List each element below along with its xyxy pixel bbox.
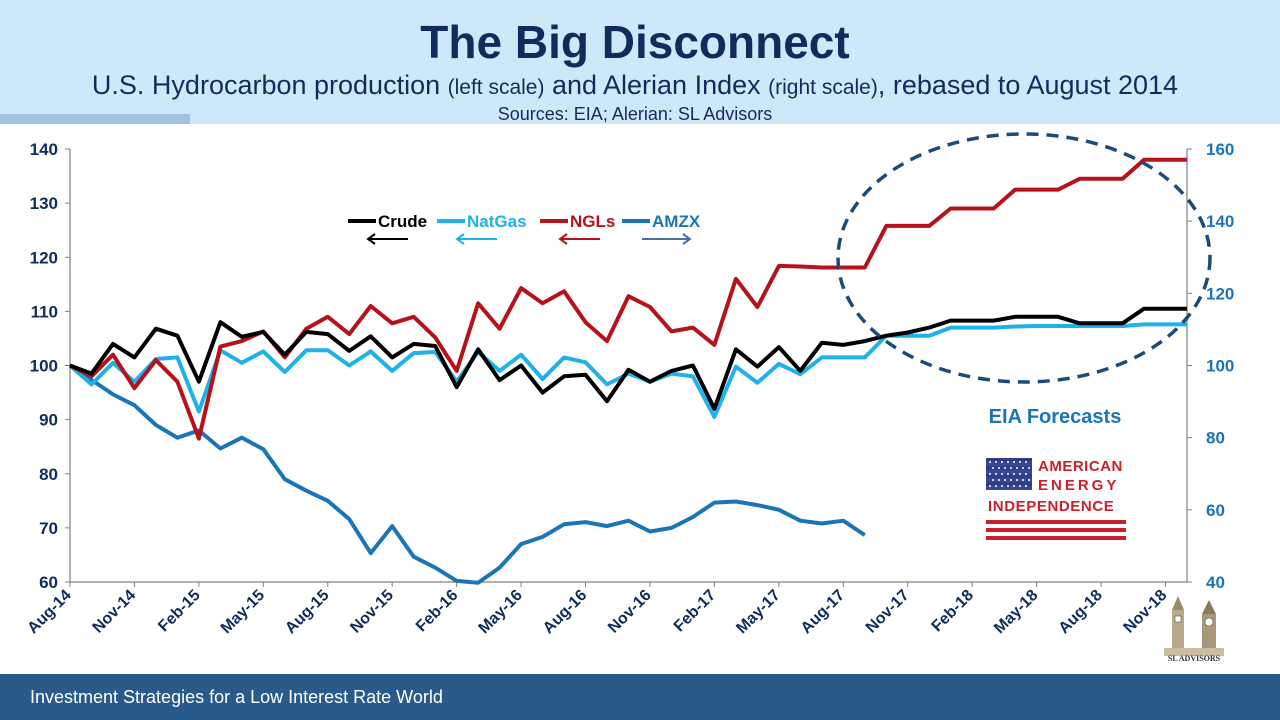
footer-text: Investment Strategies for a Low Interest… — [30, 687, 443, 707]
y-right-tick-label: 40 — [1206, 573, 1225, 592]
legend-arrowhead-natgas — [455, 233, 465, 245]
x-tick-label: Nov-16 — [605, 587, 655, 637]
subtitle-part-3: , rebased to August 2014 — [877, 70, 1179, 100]
logo-stripe — [986, 520, 1126, 524]
legend-arrowhead-crude — [366, 233, 376, 245]
y-right-tick-label: 120 — [1206, 284, 1234, 303]
x-tick-label: May-16 — [476, 587, 526, 637]
x-tick-label: Feb-16 — [413, 587, 462, 636]
series-line-ngls — [69, 157, 1187, 441]
x-tick-label: May-17 — [733, 587, 783, 637]
footer-band — [0, 674, 1280, 720]
logo-stripe — [986, 528, 1126, 532]
x-tick-label: Feb-15 — [155, 587, 204, 636]
y-left-tick-label: 100 — [30, 357, 58, 376]
x-tick-label: Aug-17 — [798, 587, 848, 637]
x-tick-label: Aug-14 — [24, 587, 74, 637]
x-tick-label: Aug-16 — [540, 587, 590, 637]
header-band — [0, 0, 1280, 124]
y-left-tick-label: 140 — [30, 140, 58, 159]
page-title: The Big Disconnect — [420, 16, 850, 68]
series-line-crude — [69, 306, 1187, 411]
x-tick-label: May-18 — [991, 587, 1041, 637]
x-tick-label: Nov-15 — [347, 587, 397, 637]
logo-text-american: AMERICAN — [1038, 458, 1123, 475]
subtitle-part-1: U.S. Hydrocarbon production — [91, 70, 448, 100]
y-left-tick-label: 90 — [39, 411, 58, 430]
y-right-tick-label: 60 — [1206, 501, 1225, 520]
y-left-tick-label: 70 — [39, 519, 58, 538]
x-tick-label: Feb-18 — [929, 587, 978, 636]
x-tick-label: Nov-14 — [90, 587, 140, 637]
x-tick-label: May-15 — [218, 587, 268, 637]
logo-text-energy: ENERGY — [1038, 477, 1120, 494]
x-tick-label: Aug-18 — [1056, 587, 1106, 637]
y-left-tick-label: 80 — [39, 465, 58, 484]
y-left-tick-label: 110 — [31, 302, 58, 321]
header-accent-bar — [0, 114, 190, 124]
subtitle-left-scale-note: (left scale) — [447, 76, 545, 99]
series-line-amzx — [68, 363, 866, 585]
logo-text-independence: INDEPENDENCE — [988, 498, 1115, 515]
legend-label-ngls: NGLs — [570, 212, 615, 231]
y-right-tick-label: 100 — [1206, 357, 1234, 376]
y-left-tick-label: 130 — [30, 194, 58, 213]
subtitle-right-scale-note: (right scale) — [768, 76, 878, 99]
chart-subtitle: U.S. Hydrocarbon production (left scale)… — [0, 68, 1270, 105]
american-energy-independence-logo: AMERICAN ENERGY INDEPENDENCE — [986, 458, 1128, 544]
series-line-natgas — [68, 322, 1187, 419]
sl-advisors-logo-icon — [1164, 596, 1224, 656]
y-right-tick-label: 140 — [1206, 212, 1234, 231]
y-left-tick-label: 120 — [30, 248, 58, 267]
x-tick-label: Feb-17 — [671, 587, 720, 636]
line-chart: 60 70 80 90 100 110 120 130 140 40 60 80 100 120 140 16… — [24, 132, 1234, 637]
forecast-ellipse — [836, 132, 1212, 384]
legend-label-natgas: NatGas — [467, 212, 527, 231]
x-tick-label: Nov-17 — [863, 587, 913, 637]
eia-forecasts-annotation: EIA Forecasts — [989, 406, 1122, 428]
legend-label-amzx: AMZX — [652, 212, 701, 231]
y-right-tick-label: 160 — [1206, 140, 1234, 159]
us-flag-icon — [986, 458, 1032, 490]
sources-note: Sources: EIA; Alerian: SL Advisors — [497, 104, 773, 124]
x-tick-label: Aug-15 — [282, 587, 332, 637]
subtitle-part-2: and Alerian Index — [544, 70, 769, 100]
legend-arrowhead-amzx — [682, 233, 692, 245]
y-left-tick-label: 60 — [39, 573, 58, 592]
sl-advisors-caption: SL ADVISORS — [1167, 654, 1221, 663]
y-right-tick-label: 80 — [1206, 429, 1225, 448]
legend-arrowhead-ngls — [558, 233, 568, 245]
legend-label-crude: Crude — [378, 212, 427, 231]
logo-stripe — [986, 536, 1126, 540]
